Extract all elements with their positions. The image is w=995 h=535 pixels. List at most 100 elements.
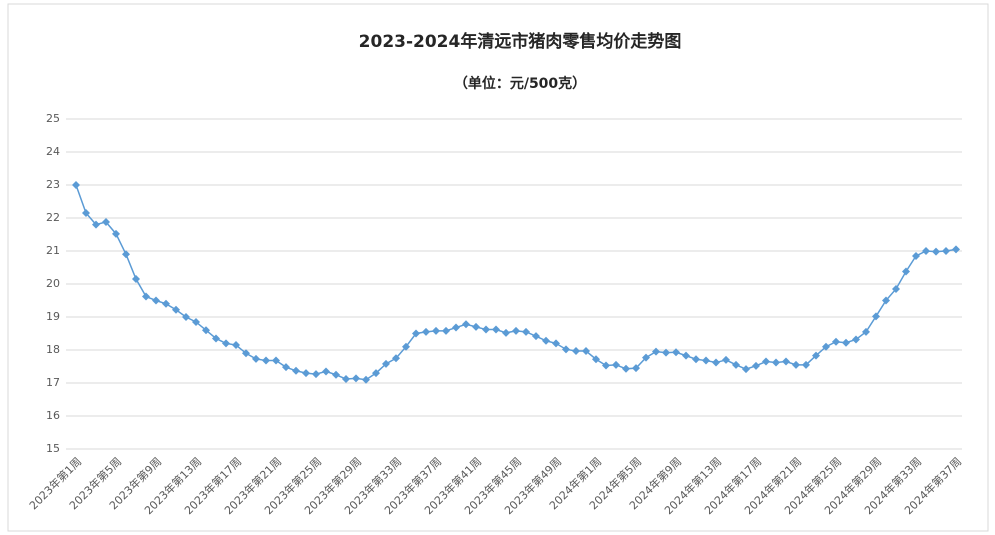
y-tick-label: 18 (46, 343, 60, 356)
data-point (322, 367, 330, 376)
data-point (902, 267, 910, 276)
data-point (132, 275, 140, 284)
data-point (822, 342, 830, 351)
y-tick-label: 20 (46, 277, 60, 290)
data-point (642, 353, 650, 362)
data-point (952, 245, 960, 254)
data-point (402, 342, 410, 351)
data-point (382, 359, 390, 368)
data-point (792, 360, 800, 369)
data-point (652, 347, 660, 356)
data-point (662, 348, 670, 357)
data-point (812, 351, 820, 360)
data-point (372, 369, 380, 378)
data-point (432, 326, 440, 335)
data-point (142, 292, 150, 301)
data-point (832, 337, 840, 346)
data-point (532, 332, 540, 341)
data-point (712, 358, 720, 367)
data-point (102, 217, 110, 226)
data-point (152, 296, 160, 305)
data-point (752, 361, 760, 370)
data-point (412, 329, 420, 338)
data-point (782, 357, 790, 366)
data-point (282, 363, 290, 372)
data-point (872, 312, 880, 321)
y-tick-label: 25 (46, 112, 60, 125)
data-point (452, 323, 460, 332)
data-point (682, 351, 690, 360)
data-point (912, 251, 920, 260)
data-point (182, 313, 190, 321)
data-point (892, 284, 900, 293)
data-point (422, 327, 430, 336)
data-point (332, 370, 340, 379)
data-point (232, 341, 240, 350)
data-point (162, 299, 170, 308)
data-point (522, 327, 530, 336)
data-point (72, 181, 80, 189)
data-point (202, 326, 210, 335)
data-point (552, 339, 560, 348)
y-tick-label: 24 (46, 145, 60, 158)
data-point (352, 374, 360, 383)
chart-title: 2023-2024年清远市猪肉零售均价走势图 (359, 31, 682, 52)
data-point (462, 320, 470, 329)
data-point (472, 322, 480, 331)
data-point (842, 338, 850, 347)
data-point (862, 327, 870, 336)
data-point (932, 247, 940, 256)
data-point (612, 360, 620, 369)
y-tick-label: 16 (46, 409, 60, 422)
data-point (622, 364, 630, 373)
data-point (362, 375, 370, 384)
data-point (82, 209, 90, 218)
data-point (242, 349, 250, 358)
data-point (592, 355, 600, 364)
data-point (882, 296, 890, 305)
data-point (922, 247, 930, 255)
y-tick-label: 17 (46, 376, 60, 389)
data-point (772, 358, 780, 367)
data-point (582, 346, 590, 355)
data-point (112, 229, 120, 238)
data-point (272, 356, 280, 365)
data-point (802, 360, 810, 369)
data-point (342, 375, 350, 384)
data-point (762, 357, 770, 366)
data-point (442, 326, 450, 335)
data-point (722, 355, 730, 364)
y-tick-label: 22 (46, 211, 60, 224)
data-point (252, 354, 260, 363)
data-point (542, 336, 550, 345)
data-point (292, 366, 300, 375)
data-point (122, 250, 130, 259)
data-point (502, 328, 510, 337)
y-tick-label: 21 (46, 244, 60, 257)
data-point (492, 325, 500, 334)
data-point (562, 345, 570, 354)
data-point (702, 356, 710, 365)
data-point (602, 361, 610, 370)
chart-subtitle: （单位：元/500克） (454, 75, 586, 92)
y-tick-label: 15 (46, 442, 60, 455)
data-point (672, 348, 680, 357)
data-point (482, 325, 490, 334)
data-point (512, 326, 520, 335)
data-point (692, 355, 700, 364)
data-point (312, 370, 320, 379)
data-point (172, 305, 180, 314)
y-tick-label: 19 (46, 310, 60, 323)
data-point (742, 365, 750, 374)
data-point (942, 247, 950, 255)
data-point (92, 220, 100, 229)
data-point (852, 335, 860, 344)
data-point (302, 369, 310, 378)
data-point (572, 346, 580, 355)
data-point (222, 339, 230, 348)
y-tick-label: 23 (46, 178, 60, 191)
data-point (632, 364, 640, 373)
data-point (262, 356, 270, 365)
chart-border (7, 3, 989, 532)
